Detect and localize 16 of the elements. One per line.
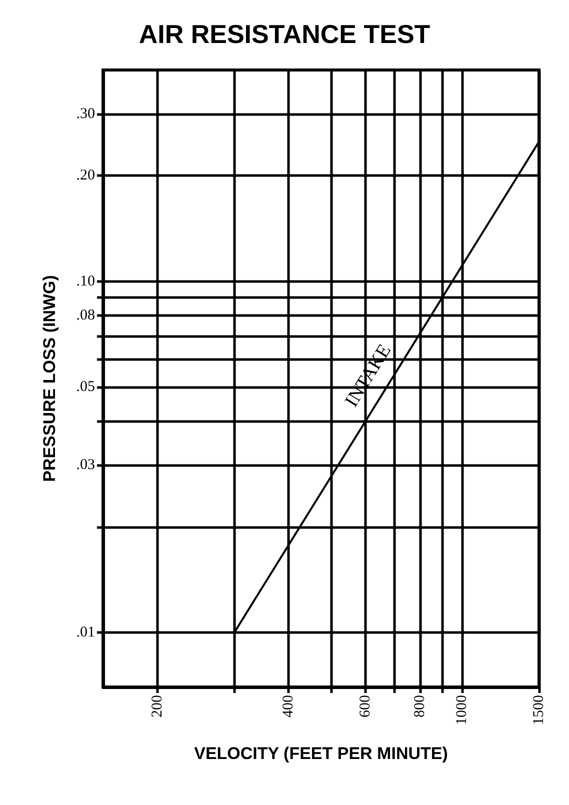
x-tick-label: 1000 [454,695,470,725]
x-axis-title: VELOCITY (FEET PER MINUTE) [194,744,448,763]
y-axis-title: PRESSURE LOSS (INWG) [40,275,59,482]
x-tick-label: 800 [412,695,428,718]
x-tick-label: 200 [149,695,166,718]
y-tick-label: .05 [76,379,95,396]
y-tick-label: .20 [76,168,95,184]
x-tick-label: 400 [280,695,297,718]
y-tick-label: .03 [76,457,95,474]
y-tick-label: .10 [76,273,95,290]
y-tick-label: .01 [76,624,95,641]
y-tick-label: .08 [76,307,95,324]
x-tick-label: 600 [358,695,374,718]
x-tick-label: 1500 [531,695,547,725]
chart-title: AIR RESISTANCE TEST [138,19,430,49]
y-tick-label: .30 [76,106,95,122]
